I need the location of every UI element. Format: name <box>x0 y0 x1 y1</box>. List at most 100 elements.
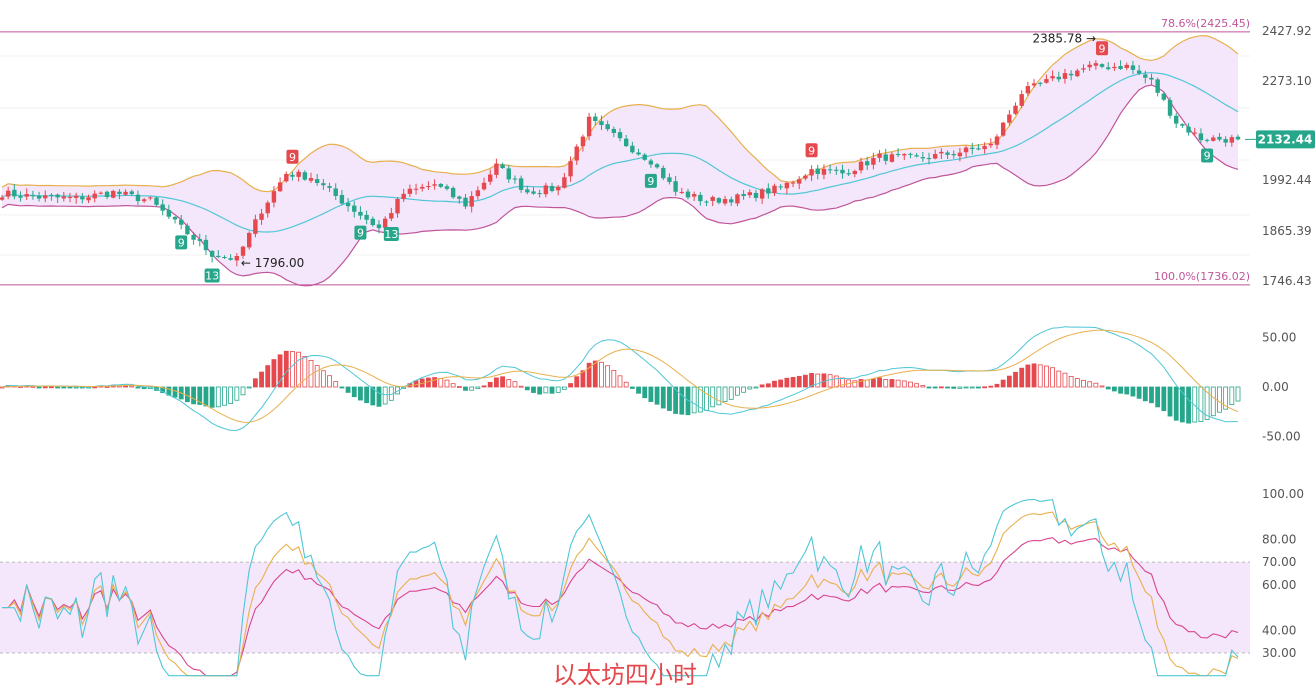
macd-histogram-bar <box>561 386 567 390</box>
macd-histogram-bar <box>1155 386 1161 408</box>
candle-body <box>234 255 240 261</box>
td-count-label: 9 <box>808 144 815 157</box>
candle <box>352 200 357 218</box>
y-axis-labels: 2427.92 2273.10 1992.44 1865.39 1746.43 50.00… <box>1245 24 1315 660</box>
macd-histogram-bar <box>1062 372 1068 388</box>
candle-body <box>772 185 777 194</box>
candle-body <box>834 169 839 171</box>
macd-histogram-bar <box>104 386 110 389</box>
td-count-label: 9 <box>647 175 654 188</box>
candle <box>685 188 691 200</box>
macd-histogram-bar <box>1118 386 1123 394</box>
macd-histogram-bar <box>314 365 320 388</box>
candle-body <box>673 181 678 192</box>
td-count-label: 9 <box>357 227 364 240</box>
candle <box>1031 79 1037 88</box>
macd-histogram-bar <box>191 386 196 405</box>
candle <box>277 177 283 192</box>
candle <box>36 191 42 202</box>
candle <box>1143 70 1148 84</box>
rsi-panel <box>0 498 1250 677</box>
candle <box>790 180 796 188</box>
candle-body <box>364 214 369 220</box>
candle <box>877 149 882 163</box>
macd-histogram-bar <box>988 385 994 388</box>
candle-body <box>191 234 196 240</box>
candle <box>722 195 728 206</box>
candle-body <box>1174 115 1179 124</box>
candle <box>123 189 128 197</box>
candle-body <box>327 186 332 188</box>
candle-body <box>49 194 54 196</box>
candle <box>30 190 36 200</box>
price-axis-tick: 2427.92 <box>1262 24 1312 38</box>
candle <box>247 231 252 250</box>
candle-body <box>1056 76 1061 80</box>
macd-histogram-bar <box>240 386 246 396</box>
macd-histogram-bar <box>351 386 357 398</box>
candle-body <box>827 169 833 171</box>
macd-histogram-bar <box>382 386 388 405</box>
macd-histogram-bar <box>1186 386 1191 424</box>
candle-body <box>636 152 641 155</box>
candle <box>846 168 851 176</box>
macd-histogram-bar <box>784 377 790 388</box>
macd-histogram-bar <box>592 360 598 388</box>
candle <box>444 184 450 191</box>
macd-histogram-bar <box>302 356 308 388</box>
candle <box>704 200 709 207</box>
candle-body <box>698 194 703 202</box>
td-count-label: 9 <box>178 236 185 249</box>
candle-body <box>1186 126 1191 133</box>
candle-body <box>1204 139 1210 141</box>
candle-body <box>1050 76 1055 79</box>
candle <box>1211 135 1216 142</box>
macd-histogram-bar <box>623 381 629 388</box>
candle <box>580 134 586 152</box>
candle <box>271 186 277 208</box>
candle <box>345 197 351 212</box>
candle-body <box>481 182 487 190</box>
candle-body <box>73 195 79 198</box>
macd-histogram-bar <box>772 380 777 388</box>
macd-histogram-bar <box>1093 382 1099 388</box>
candle-body <box>1143 74 1148 78</box>
td-count-badge <box>805 143 818 158</box>
td-count-marker: 9 <box>805 143 818 158</box>
candle-body <box>531 191 536 194</box>
candle-body <box>494 163 499 175</box>
candle <box>43 190 48 203</box>
macd-histogram-bar <box>803 374 808 388</box>
macd-histogram-bar <box>518 385 524 388</box>
macd-histogram-bar <box>1013 371 1018 388</box>
candle-body <box>593 116 598 122</box>
candle <box>141 197 147 204</box>
candle-body <box>908 153 913 155</box>
candle <box>1229 134 1235 147</box>
macd-histogram-bar <box>67 386 73 389</box>
candle-body <box>1075 70 1080 77</box>
candle-body <box>141 199 147 202</box>
candle <box>1130 60 1136 75</box>
candle <box>185 223 190 236</box>
macd-histogram-bar <box>852 380 858 388</box>
macd-histogram-bar <box>667 386 672 411</box>
candle-body <box>1099 64 1105 67</box>
candle-body <box>148 197 153 199</box>
candle-body <box>80 196 85 200</box>
candle-body <box>803 175 808 179</box>
rsi-axis-tick: 60.00 <box>1262 578 1296 592</box>
macd-histogram-bar <box>642 386 648 399</box>
macd-histogram-bar <box>1149 386 1154 404</box>
candle <box>932 149 938 160</box>
candle <box>562 172 567 189</box>
macd-histogram-bar <box>1179 386 1185 423</box>
candle-body <box>296 171 301 177</box>
macd-histogram-bar <box>1105 386 1111 390</box>
candle-body <box>1044 79 1049 83</box>
candle-body <box>932 154 938 159</box>
candle <box>111 189 116 199</box>
macd-histogram-bar <box>222 386 227 406</box>
candle-body <box>203 239 209 251</box>
macd-histogram-bar <box>586 362 592 388</box>
